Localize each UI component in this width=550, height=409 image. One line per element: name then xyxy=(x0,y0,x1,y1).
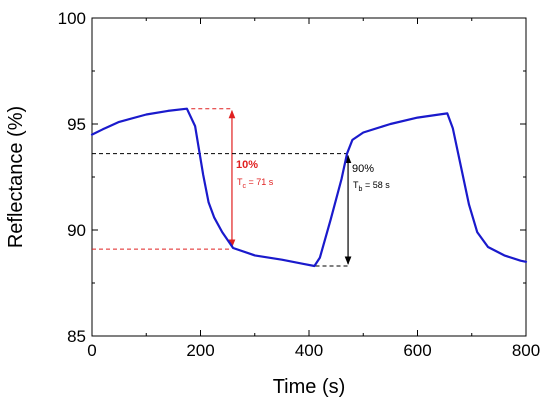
red-time-label: Tc = 71 s xyxy=(237,177,274,190)
x-axis-title: Time (s) xyxy=(273,376,346,398)
x-tick-label: 400 xyxy=(295,341,323,360)
y-tick-label: 90 xyxy=(67,221,86,240)
tick-labels: 0 200 400 600 800 85 90 95 100 xyxy=(58,9,541,360)
red-time-label-symbol: T xyxy=(237,177,243,187)
red-time-label-value: = 71 s xyxy=(246,177,274,187)
black-time-label: Tb = 58 s xyxy=(353,180,390,193)
black-time-label-value: = 58 s xyxy=(362,180,390,190)
series-group xyxy=(90,107,528,268)
y-tick-label: 100 xyxy=(58,9,86,28)
black-time-label-subscript: b xyxy=(359,186,363,193)
axis-ticks xyxy=(91,17,527,337)
plot-frame xyxy=(91,17,527,337)
red-percent-label: 10% xyxy=(236,159,258,171)
y-tick-label: 95 xyxy=(67,115,86,134)
y-axis-title: Reflectance (%) xyxy=(5,106,27,248)
x-tick-label: 600 xyxy=(403,341,431,360)
x-tick-label: 200 xyxy=(186,341,214,360)
black-time-label-symbol: T xyxy=(353,180,359,190)
series-line xyxy=(90,107,528,268)
red-time-label-subscript: c xyxy=(242,183,246,190)
black-percent-label: 90% xyxy=(352,163,374,175)
annotations: 10% Tc = 71 s 90% Tb = 58 s xyxy=(92,108,390,267)
y-tick-label: 85 xyxy=(67,327,86,346)
x-tick-label: 800 xyxy=(512,341,540,360)
x-tick-label: 0 xyxy=(87,341,96,360)
